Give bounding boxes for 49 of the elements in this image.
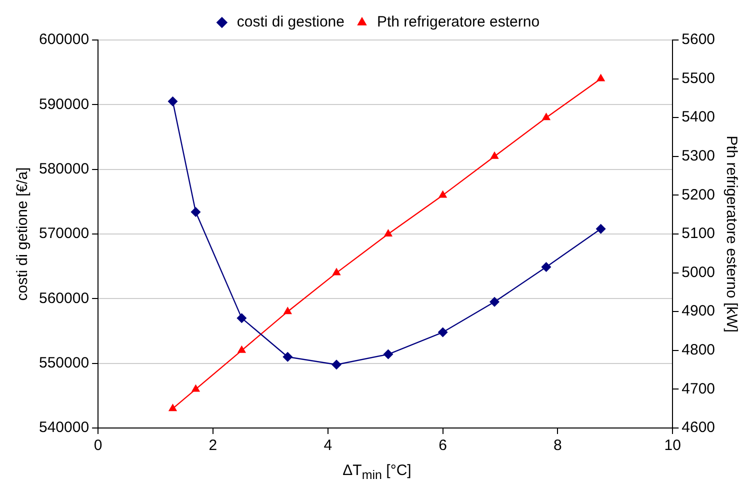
x-tick-label: 10 — [664, 437, 681, 454]
x-tick-label: 8 — [554, 437, 562, 454]
y-tick-label: 560000 — [38, 290, 90, 307]
point — [541, 262, 552, 272]
point — [332, 268, 341, 276]
point — [236, 313, 247, 324]
legend-label: costi di gestione — [236, 14, 345, 31]
legend-label: Pth refrigeratore esterno — [376, 14, 540, 31]
y2-tick-label: 4900 — [682, 302, 716, 320]
point — [191, 384, 200, 392]
y2-tick-label: 5400 — [682, 108, 716, 126]
point — [383, 349, 394, 360]
y-tick-label: 590000 — [38, 96, 90, 113]
point — [596, 74, 606, 82]
point — [490, 151, 499, 159]
point — [384, 229, 393, 236]
y2-tick-label: 5600 — [682, 31, 716, 48]
y2-tick-label: 4700 — [682, 380, 716, 398]
y-tick-label: 550000 — [38, 354, 90, 372]
y2-tick-label: 5000 — [682, 264, 716, 281]
point — [332, 360, 342, 370]
x-tick-label: 2 — [208, 437, 218, 454]
x-tick-label: 4 — [324, 437, 332, 454]
y2-tick-label: 4600 — [682, 419, 716, 436]
x-tick-label: 6 — [438, 437, 447, 454]
point — [282, 352, 293, 362]
y2-axis-title: Pth refrigeratore esterno [kW] — [722, 136, 740, 332]
point — [168, 96, 178, 106]
y2-tick-label: 5200 — [682, 186, 716, 204]
point — [237, 345, 246, 353]
point — [190, 207, 201, 218]
point — [438, 327, 448, 338]
y-tick-label: 580000 — [38, 160, 90, 178]
y-axis-title: costi di getione [€/a] — [14, 167, 32, 301]
x-tick-label: 0 — [94, 437, 102, 454]
point — [438, 190, 448, 198]
point — [542, 112, 551, 120]
y2-tick-label: 5500 — [682, 70, 716, 87]
y2-tick-label: 4800 — [682, 342, 716, 359]
y2-tick-label: 5300 — [682, 148, 716, 165]
y-tick-label: 540000 — [38, 419, 90, 436]
y-tick-label: 600000 — [38, 31, 90, 48]
point — [596, 224, 606, 234]
y-tick-label: 570000 — [38, 225, 90, 242]
y2-tick-label: 5100 — [682, 225, 716, 242]
point — [168, 404, 178, 412]
x-axis-title: ΔT$_{min}$ [°C] — [342, 462, 412, 482]
point — [283, 306, 292, 314]
point — [490, 296, 500, 307]
